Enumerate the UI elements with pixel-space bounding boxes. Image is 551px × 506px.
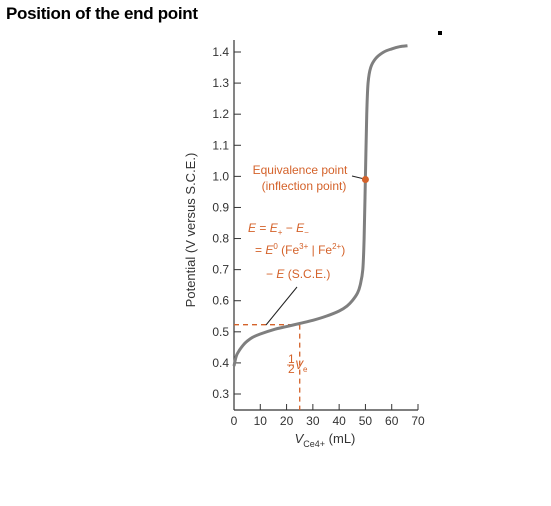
x-tick-label: 70	[411, 414, 425, 428]
eq2-sup0: 0	[273, 242, 278, 251]
eq2-b: | Fe	[308, 243, 332, 257]
x-title-v: V	[295, 431, 305, 446]
half-ve-label: Ve	[295, 358, 308, 374]
x-tick-label: 0	[231, 414, 238, 428]
eq3-E: E	[276, 267, 285, 281]
eq1-Ep: E	[270, 221, 279, 235]
equation-line-1: E = E+ − E−	[248, 221, 309, 237]
y-tick-label: 1.2	[212, 107, 229, 121]
x-tick-label: 30	[306, 414, 320, 428]
x-axis-title: VCe4+ (mL)	[295, 431, 356, 449]
x-tick-label: 60	[385, 414, 399, 428]
x-tick-label: 50	[359, 414, 373, 428]
equivalence-point-marker	[361, 175, 369, 183]
equation-line-2: = E0 (Fe3+ | Fe2+)	[255, 242, 345, 257]
eq2-eq: =	[255, 243, 265, 257]
y-tick-label: 0.7	[212, 263, 229, 277]
chart-ticks: 0.30.40.50.60.70.80.91.01.11.21.31.40 10 2…	[212, 45, 425, 428]
y-tick-label: 0.8	[212, 232, 229, 246]
equivalence-pointer-line	[351, 175, 363, 179]
y-tick-label: 1.4	[212, 45, 229, 59]
y-tick-label: 0.5	[212, 325, 229, 339]
y-tick-label: 0.4	[212, 356, 229, 370]
half-ve-frac-num: 1	[288, 352, 295, 366]
equation-pointer-line	[265, 286, 298, 326]
equation-line-3: − E (S.C.E.)	[266, 267, 330, 281]
y-tick-label: 0.6	[212, 294, 229, 308]
eq3-minus: −	[266, 267, 276, 281]
y-tick-label: 1.0	[212, 169, 229, 183]
page-title: Position of the end point	[6, 4, 198, 23]
eq1-E: E	[248, 221, 257, 235]
x-tick-label: 40	[332, 414, 346, 428]
half-ve-v: V	[295, 358, 304, 372]
y-tick-label: 1.3	[212, 76, 229, 90]
chart-axes	[233, 40, 418, 411]
eq1-minus: −	[282, 221, 296, 235]
x-tick-label: 20	[280, 414, 294, 428]
x-tick-label: 10	[254, 414, 268, 428]
y-axis-title: Potential (V versus S.C.E.)	[183, 153, 198, 308]
equivalence-label-1: Equivalence point	[253, 163, 348, 177]
titration-curve	[232, 44, 408, 367]
equivalence-label-2: (inflection point)	[262, 179, 347, 193]
eq1-eq: =	[256, 221, 270, 235]
y-tick-label: 0.3	[212, 387, 229, 401]
eq2-c: )	[341, 243, 345, 257]
y-tick-label: 1.1	[212, 138, 229, 152]
x-title-unit: (mL)	[325, 431, 355, 446]
y-tick-label: 0.9	[212, 200, 229, 214]
eq2-sup2: 2+	[332, 242, 341, 251]
stray-dot	[438, 31, 442, 35]
eq2-E: E	[265, 243, 274, 257]
half-ve-frac-den: 2	[288, 362, 295, 376]
eq2-sup3: 3+	[299, 242, 308, 251]
eq2-a: (Fe	[278, 243, 300, 257]
chart-annotations	[351, 175, 369, 183]
eq1-sub-m: −	[304, 228, 309, 237]
eq1-sub-p: +	[278, 228, 283, 237]
half-ve-sub: e	[303, 365, 308, 374]
eq3-rest: (S.C.E.)	[284, 267, 330, 281]
x-title-sub: Ce4+	[303, 439, 325, 449]
eq1-Em: E	[296, 221, 305, 235]
